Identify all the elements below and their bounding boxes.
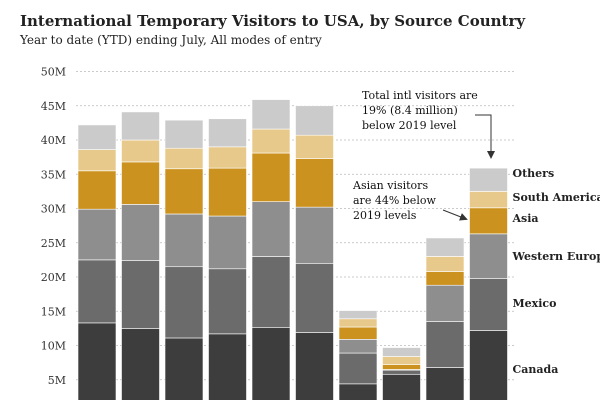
- annotation-asia-text: 2019 levels: [353, 209, 417, 222]
- bar-segment: [251, 152, 291, 202]
- bar-segment: [338, 352, 378, 385]
- bar-segment: [164, 213, 204, 268]
- legend-label: Western Europe: [512, 250, 600, 263]
- bar-segment: [208, 146, 247, 169]
- annotation-asia-text: Asian visitors: [352, 179, 428, 192]
- bar-segment: [251, 128, 291, 154]
- bar-segment: [77, 170, 117, 210]
- bar-segment: [208, 333, 247, 400]
- bar-segment: [295, 105, 334, 136]
- bar-segment: [425, 237, 465, 257]
- y-tick-label: 25M: [41, 237, 66, 250]
- bar-segment: [164, 147, 204, 170]
- bar-segment: [251, 99, 291, 130]
- bars: [77, 99, 508, 400]
- bar-segment: [164, 337, 204, 400]
- bar-segment: [469, 167, 508, 192]
- bar-segment: [77, 208, 117, 261]
- y-tick-label: 15M: [41, 305, 66, 318]
- bar-segment: [469, 207, 508, 235]
- bar-segment: [338, 339, 378, 354]
- y-tick-label: 35M: [41, 168, 66, 181]
- bar-segment: [338, 383, 378, 400]
- bar-segment: [382, 369, 421, 375]
- bar-segment: [121, 204, 160, 261]
- y-tick-label: 50M: [41, 66, 66, 79]
- y-tick-label: 20M: [41, 271, 66, 284]
- bar-segment: [382, 347, 421, 357]
- bar-segment: [208, 268, 247, 335]
- bar-segment: [338, 318, 378, 328]
- bar-segment: [425, 256, 465, 272]
- bar-segment: [251, 201, 291, 257]
- annotation-total-text: Total intl visitors are: [362, 89, 478, 102]
- bar-segment: [77, 124, 117, 150]
- bar-segment: [382, 373, 421, 400]
- annotation-asia-arrow: [442, 209, 468, 221]
- bar-segment: [121, 161, 160, 205]
- bar-segment: [77, 259, 117, 324]
- y-tick-label: 10M: [41, 340, 66, 353]
- bar-segment: [164, 266, 204, 339]
- bar-segment: [338, 310, 378, 320]
- bar-segment: [382, 356, 421, 365]
- annotation-total-text: 19% (8.4 million): [362, 104, 458, 117]
- y-tick-label: 5M: [48, 374, 66, 387]
- legend-label: Canada: [513, 363, 559, 376]
- y-tick-label: 30M: [41, 203, 66, 216]
- bar-segment: [295, 332, 334, 400]
- bar-segment: [251, 327, 291, 400]
- bar-segment: [469, 278, 508, 331]
- bar-segment: [295, 262, 334, 333]
- bar-segment: [77, 149, 117, 172]
- annotation-asia-text: are 44% below: [353, 194, 436, 207]
- bar-segment: [208, 118, 247, 148]
- bar-segment: [469, 330, 508, 400]
- bar-segment: [338, 326, 378, 340]
- chart-subtitle: Year to date (YTD) ending July, All mode…: [20, 33, 322, 47]
- y-tick-label: 45M: [41, 100, 66, 113]
- bar-segment: [164, 119, 204, 149]
- legend-label: Asia: [512, 212, 539, 225]
- bar-segment: [469, 233, 508, 279]
- bar-segment: [121, 260, 160, 329]
- bar-segment: [251, 256, 291, 328]
- annotations: Total intl visitors are 19% (8.4 million)…: [352, 89, 495, 222]
- bar-segment: [425, 367, 465, 400]
- annotation-total-text: below 2019 level: [362, 119, 457, 132]
- legend-label: Others: [513, 167, 555, 180]
- legend-label: South America: [513, 191, 600, 204]
- bar-segment: [208, 215, 247, 270]
- bar-segment: [208, 167, 247, 217]
- bar-segment: [121, 111, 160, 141]
- bar-segment: [425, 321, 465, 368]
- bar-segment: [295, 206, 334, 264]
- bar-segment: [121, 139, 160, 163]
- bar-segment: [469, 191, 508, 209]
- annotation-total-arrow: [475, 114, 495, 159]
- legend: Others South America Asia Western Europe Mex…: [512, 167, 600, 376]
- y-tick-label: 40M: [41, 134, 66, 147]
- bar-segment: [164, 168, 204, 215]
- bar-segment: [382, 364, 421, 370]
- bar-segment: [425, 284, 465, 322]
- bar-segment: [425, 271, 465, 286]
- bar-segment: [295, 158, 334, 208]
- bar-segment: [295, 134, 334, 159]
- bar-segment: [121, 328, 160, 400]
- legend-label: Mexico: [513, 297, 557, 310]
- chart-title: International Temporary Visitors to USA,…: [20, 12, 526, 30]
- bar-segment: [77, 322, 117, 400]
